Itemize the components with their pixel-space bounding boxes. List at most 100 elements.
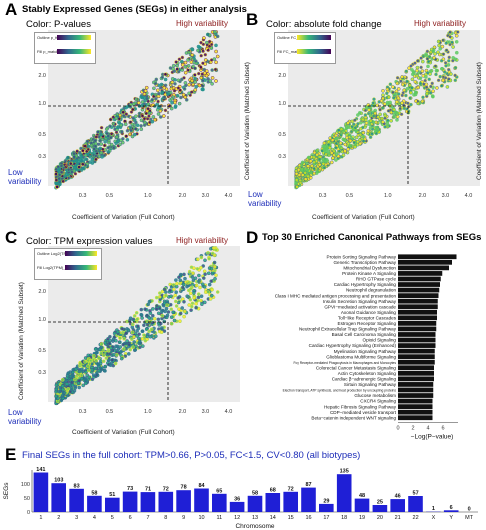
pathway-label: Cardiac Hypertrophy Signaling [334,282,397,287]
panel-letter-c: C [5,228,18,247]
chrom-category-label: 22 [413,515,419,521]
chrom-bar [140,492,156,512]
chrom-bar [229,501,245,512]
scatter-a-xtick: 3.0 [202,193,210,199]
chrom-category-label: 2 [57,515,60,521]
pathway-label: Protein Sorting Signaling Pathway [327,254,397,259]
chromosome-bar-chart: 050100SEGs141110328335845157367177287898… [3,467,478,530]
pathway-label: Toll−like Receptor Cascades [338,315,397,320]
chrom-category-label: 10 [198,515,204,521]
chrom-bar [301,487,316,512]
scatter-a-xtick: 0.5 [106,193,114,199]
pathway-bar [398,387,434,393]
panel-c-xlabel: Coefficient of Variation (Full Cohort) [72,429,175,436]
panel-c-legend: Outline Log2(TPM)_full Fill Log2(TPM)_ma… [34,248,102,280]
pathway-bar [398,409,433,415]
panel-d-title: Top 30 Enriched Canonical Pathways from … [262,232,482,243]
scatter-a-xtick: 2.0 [179,193,187,199]
panel-a-low-label: Low variability [8,168,42,186]
scatter-b-ytick: 1.0 [278,101,286,107]
pathway-label: Opioid Signaling [363,338,397,343]
chrom-value-label: 1 [432,506,435,512]
chrom-bar [158,491,174,512]
scatter-b-xtick: 0.5 [346,193,354,199]
pathway-bar [398,276,441,282]
pathway-label: Glioblastoma Multiforme Signaling [326,354,396,359]
pathway-label: Class I MHC mediated antigen processing … [275,293,397,298]
panel-e-title: Final SEGs in the full cohort: TPM>0.66,… [22,450,361,461]
scatter-c-xtick: 2.0 [179,409,187,415]
scatter-b-ytick: 2.0 [278,73,286,79]
scatter-c-xtick: 4.0 [225,409,233,415]
chrom-category-label: 15 [288,515,294,521]
panel-a-title: Color: P-values [26,19,91,30]
chrom-bar [319,503,334,512]
pathway-label: Insulin Secretion Signaling Pathway [323,299,397,304]
chrom-bar [283,491,298,512]
panel-b-legend: Outline FC_full Fill FC_match [274,32,336,64]
chrom-category-label: 1 [39,515,42,521]
pathway-label: Estrogen Receptor Signaling [338,321,397,326]
pathway-label: Fcγ Receptor-mediated Phagocytosis in Ma… [294,361,397,365]
scatter-b-xtick: 2.0 [419,193,427,199]
pathway-bar-chart: Protein Sorting Signaling PathwayGeneric… [275,254,458,441]
pathway-bar [398,298,438,304]
panel-c-title: Color: TPM expression values [26,236,153,247]
pathway-bar [398,287,440,293]
panel-b-xlabel: Coefficient of Variation (Full Cohort) [312,214,415,221]
pathway-bar [398,365,434,371]
chrom-category-label: 9 [182,515,185,521]
chrom-bar [390,499,405,512]
pathway-label: Hepatic Fibrosis Signaling Pathway [324,404,397,409]
chrom-bar [176,490,191,512]
chrom-category-label: 16 [305,515,311,521]
chrom-bar [122,491,138,512]
scatter-c-ytick: 0.3 [38,370,46,376]
chrom-category-label: 11 [216,515,222,521]
chrom-value-label: 72 [288,486,294,492]
scatter-a-xtick: 4.0 [225,193,233,199]
chrom-bar [51,483,66,512]
pathway-bar [398,393,434,398]
pathway-bar [398,326,437,332]
panel-a-high-label: High variability [176,19,229,28]
chrom-value-label: 73 [127,486,133,492]
chrom-y-label: SEGs [3,482,10,500]
pathway-label: Glucose metabolism [354,393,396,398]
pathway-bar [398,259,452,265]
chrom-category-label: 20 [377,515,383,521]
chrom-value-label: 78 [181,485,187,491]
chrom-bar [105,497,120,512]
chrom-value-label: 87 [305,482,311,488]
chrom-value-label: 135 [340,469,349,475]
pathway-label: Cardiac β−adrenergic Signaling [332,377,397,382]
panel-letter-e: E [5,445,17,464]
chrom-value-label: 141 [36,467,45,473]
scatter-c-ytick: 0.5 [38,348,46,354]
panel-b-low-label: Low variability [248,190,282,208]
pathway-label: GPVI−mediated activation cascade [324,304,396,309]
scatter-c-xtick: 3.0 [202,409,210,415]
pathway-bar [398,254,457,260]
chrom-category-label: 18 [341,515,347,521]
pathway-label: Sirtuin Signaling Pathway [344,382,397,387]
scatter-c-xtick: 1.0 [144,409,152,415]
scatter-b-xtick: 1.0 [384,193,392,199]
pathway-label: Protein Kinase A Signaling [342,271,396,276]
chrom-bar [265,493,281,512]
scatter-c-ytick: 1.0 [38,317,46,323]
panel-b-title: Color: absolute fold change [266,19,382,30]
chrom-category-label: 21 [395,515,401,521]
chrom-category-label: 6 [129,515,132,521]
pathway-bar [398,343,436,348]
chrom-value-label: 0 [468,507,471,513]
pathway-bar [398,315,437,321]
panel-letter-d: D [246,228,259,247]
chrom-value-label: 29 [323,498,329,504]
chrom-bar [212,493,227,512]
chrom-y-tick: 50 [24,496,30,502]
chrom-value-label: 57 [413,491,419,497]
pathway-bar [398,404,433,409]
chrom-value-label: 71 [145,487,151,493]
pathway-label: Beta−catenin independent WNT signaling [311,415,396,420]
